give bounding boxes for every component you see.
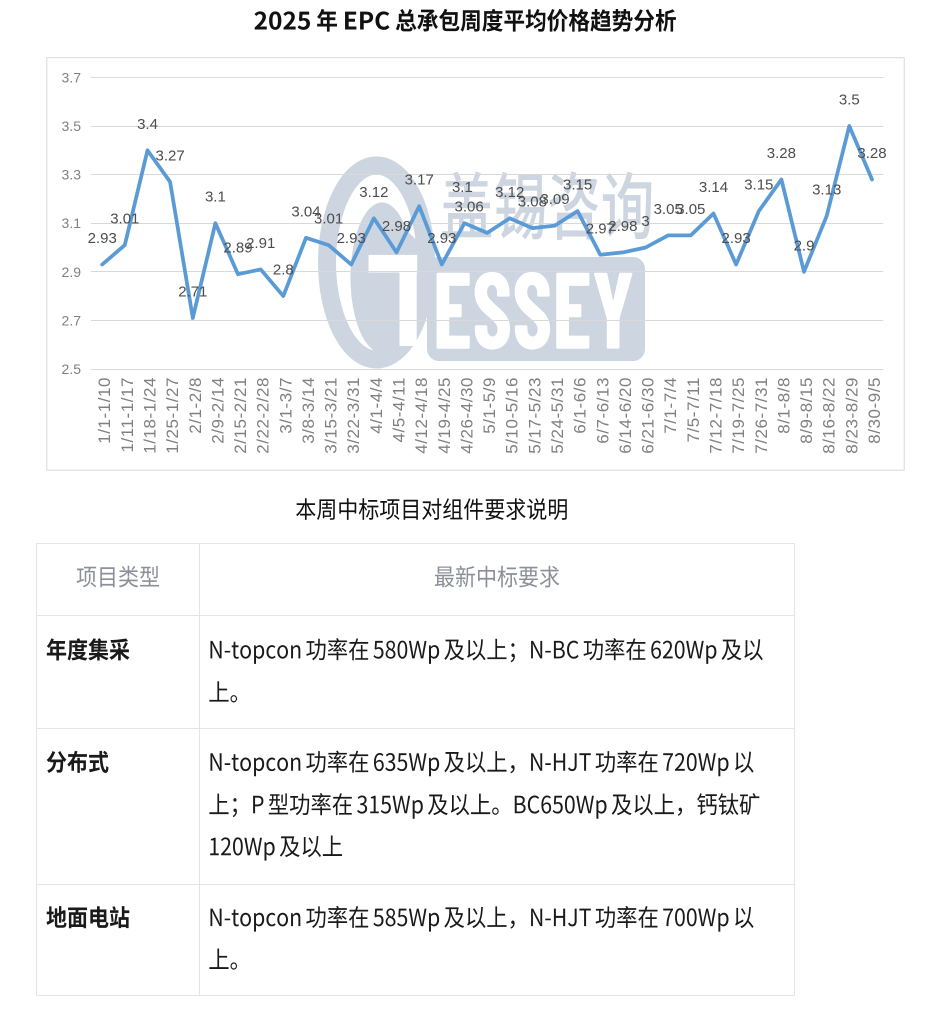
svg-text:3/8-3/14: 3/8-3/14 [299,377,318,444]
svg-text:5/17-5/23: 5/17-5/23 [525,377,544,454]
svg-text:1/11-1/17: 1/11-1/17 [118,377,137,453]
svg-text:8/1-8/8: 8/1-8/8 [774,377,793,434]
svg-text:3.1: 3.1 [205,189,226,206]
svg-text:8/30-9/5: 8/30-9/5 [865,377,884,444]
svg-text:7/19-7/25: 7/19-7/25 [729,377,748,454]
svg-text:2/15-2/21: 2/15-2/21 [231,377,250,454]
svg-text:8/9-8/15: 8/9-8/15 [797,377,816,444]
svg-text:2.97: 2.97 [586,220,615,237]
svg-text:8/16-8/22: 8/16-8/22 [820,377,839,454]
svg-text:4/26-4/30: 4/26-4/30 [457,377,476,454]
svg-text:3.27: 3.27 [155,147,184,164]
svg-text:2.71: 2.71 [178,284,207,301]
svg-text:3.05: 3.05 [654,201,683,218]
svg-text:2.5: 2.5 [62,361,82,377]
svg-text:4/19-4/25: 4/19-4/25 [435,377,454,454]
svg-text:3.09: 3.09 [540,191,569,208]
svg-text:2.7: 2.7 [62,312,82,328]
svg-text:3.06: 3.06 [454,198,483,215]
svg-text:2.93: 2.93 [88,230,117,247]
svg-text:3.08: 3.08 [518,194,547,211]
svg-text:3.5: 3.5 [62,118,82,134]
svg-text:3.12: 3.12 [359,184,388,201]
svg-text:3.28: 3.28 [857,145,886,162]
svg-text:5/1-5/9: 5/1-5/9 [480,377,499,434]
svg-text:6/21-6/30: 6/21-6/30 [639,377,658,454]
svg-text:7/26-7/31: 7/26-7/31 [752,377,771,454]
svg-text:3.01: 3.01 [110,211,139,228]
svg-text:3.1: 3.1 [452,179,473,196]
svg-text:3.13: 3.13 [812,181,841,198]
svg-text:3.12: 3.12 [495,184,524,201]
svg-text:2/1-2/8: 2/1-2/8 [186,377,205,434]
svg-text:3.01: 3.01 [314,211,343,228]
svg-text:6/14-6/20: 6/14-6/20 [616,377,635,454]
svg-text:2.93: 2.93 [721,230,750,247]
svg-text:2.9: 2.9 [794,237,815,254]
svg-text:3.4: 3.4 [137,116,158,133]
svg-text:8/23-8/29: 8/23-8/29 [842,377,861,454]
svg-text:2.98: 2.98 [382,218,411,235]
svg-text:3/15-3/21: 3/15-3/21 [322,377,341,454]
svg-text:1/25-1/27: 1/25-1/27 [163,377,182,454]
svg-text:6/7-6/13: 6/7-6/13 [593,377,612,444]
svg-text:3.3: 3.3 [62,167,82,183]
svg-text:2.8: 2.8 [273,262,294,279]
svg-text:7/5-7/11: 7/5-7/11 [684,377,703,443]
svg-text:3.04: 3.04 [291,203,320,220]
svg-text:7/1-7/4: 7/1-7/4 [661,377,680,434]
svg-text:2.98: 2.98 [608,218,637,235]
svg-text:7/12-7/18: 7/12-7/18 [707,377,726,454]
svg-text:2.9: 2.9 [62,264,82,280]
svg-text:1/1-1/10: 1/1-1/10 [95,377,114,444]
svg-text:4/1-4/4: 4/1-4/4 [367,377,386,434]
svg-text:3.05: 3.05 [676,201,705,218]
svg-text:3.14: 3.14 [699,179,728,196]
svg-text:4/12-4/18: 4/12-4/18 [412,377,431,454]
svg-text:2/9-2/14: 2/9-2/14 [208,377,227,444]
svg-text:3.17: 3.17 [405,172,434,189]
svg-text:3.28: 3.28 [767,145,796,162]
svg-text:3.1: 3.1 [62,215,82,231]
svg-text:2.93: 2.93 [337,230,366,247]
svg-text:3/1-3/7: 3/1-3/7 [276,377,295,434]
svg-text:5/24-5/31: 5/24-5/31 [548,377,567,454]
svg-text:4/5-4/11: 4/5-4/11 [390,377,409,443]
svg-text:5/10-5/16: 5/10-5/16 [503,377,522,454]
svg-text:2.91: 2.91 [246,235,275,252]
svg-text:3.15: 3.15 [563,177,592,194]
svg-text:2.93: 2.93 [427,230,456,247]
svg-text:6/1-6/6: 6/1-6/6 [571,377,590,434]
svg-text:3.7: 3.7 [62,69,82,85]
svg-text:2.89: 2.89 [223,240,252,257]
svg-text:3: 3 [641,213,649,230]
svg-text:3/22-3/31: 3/22-3/31 [344,377,363,454]
svg-text:3.5: 3.5 [839,92,860,109]
svg-text:3.15: 3.15 [744,177,773,194]
svg-text:1/18-1/24: 1/18-1/24 [141,377,160,454]
svg-text:2/22-2/28: 2/22-2/28 [254,377,273,454]
